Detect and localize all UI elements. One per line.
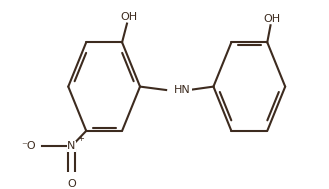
Text: OH: OH: [264, 14, 281, 24]
Text: HN: HN: [174, 85, 191, 95]
Text: OH: OH: [120, 12, 137, 22]
Text: O: O: [67, 179, 76, 189]
Text: +: +: [77, 134, 84, 143]
Text: ⁻O: ⁻O: [21, 141, 36, 151]
Text: N: N: [67, 141, 76, 151]
